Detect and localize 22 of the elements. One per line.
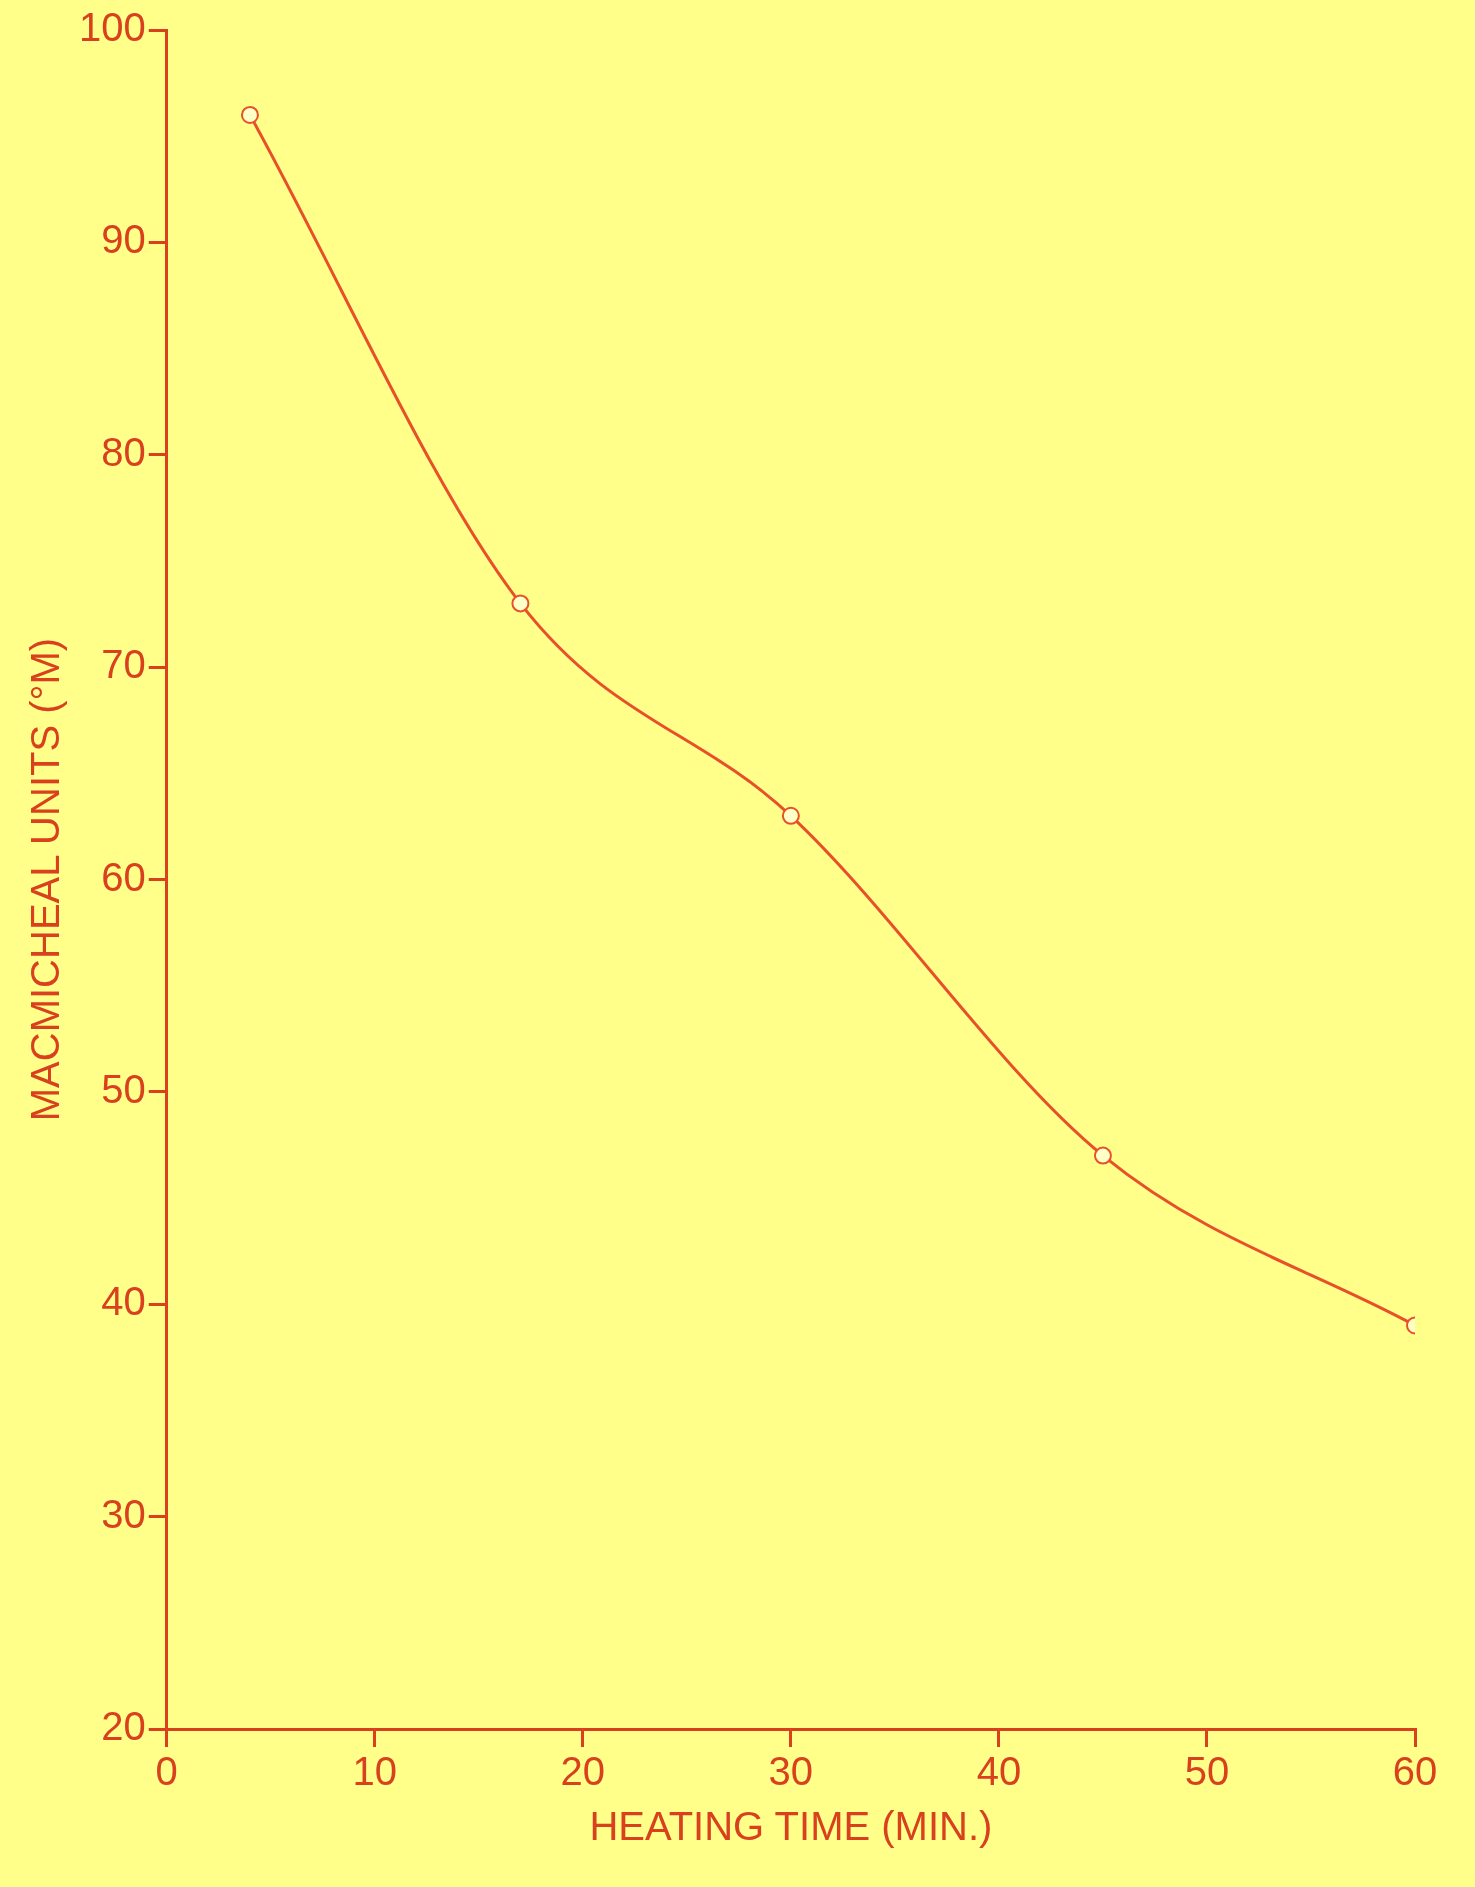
point [1093, 1146, 1112, 1165]
y-tick-label: 100 [78, 5, 146, 50]
x-tick-label: 0 [155, 1749, 178, 1794]
y-tick-label: 60 [101, 854, 146, 899]
x-axis-title: HEATING TIME (MIN.) [589, 1804, 993, 1849]
y-axis-title: MACMICHEAL UNITS (°M) [23, 637, 68, 1122]
y-tick-label: 90 [101, 217, 146, 262]
point [511, 594, 530, 613]
x-tick-label: 30 [768, 1749, 814, 1794]
y-tick-label: 40 [101, 1279, 146, 1324]
y-tick-label: 30 [101, 1491, 146, 1536]
y-tick-label: 70 [101, 642, 146, 687]
y-tick-label: 50 [101, 1066, 146, 1111]
y-tick-label: 80 [101, 429, 146, 474]
x-tick-label: 10 [352, 1749, 398, 1794]
x-tick-label: 60 [1392, 1749, 1438, 1794]
y-tick-label: 20 [101, 1704, 146, 1749]
point [240, 105, 259, 124]
point [781, 806, 800, 825]
x-tick-label: 50 [1184, 1749, 1230, 1794]
x-tick-label: 40 [976, 1749, 1022, 1794]
x-tick-label: 20 [560, 1749, 606, 1794]
